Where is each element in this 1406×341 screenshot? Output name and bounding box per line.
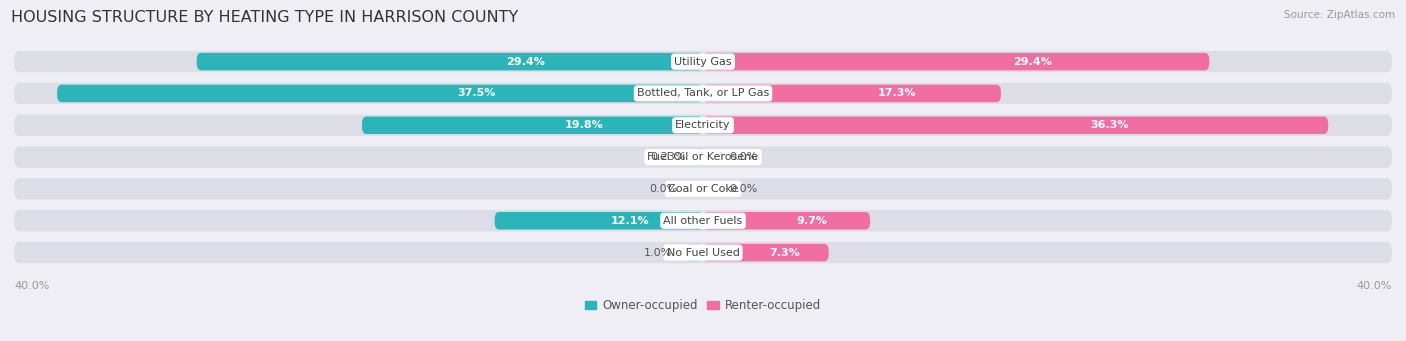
FancyBboxPatch shape (58, 85, 703, 102)
Text: 0.0%: 0.0% (650, 184, 678, 194)
Text: Fuel Oil or Kerosene: Fuel Oil or Kerosene (647, 152, 759, 162)
Text: 17.3%: 17.3% (877, 88, 915, 99)
FancyBboxPatch shape (703, 53, 1209, 70)
FancyBboxPatch shape (14, 210, 1392, 232)
Text: 40.0%: 40.0% (1357, 281, 1392, 291)
FancyBboxPatch shape (703, 212, 870, 229)
FancyBboxPatch shape (14, 115, 1392, 136)
Text: Bottled, Tank, or LP Gas: Bottled, Tank, or LP Gas (637, 88, 769, 99)
FancyBboxPatch shape (703, 85, 1001, 102)
Text: Source: ZipAtlas.com: Source: ZipAtlas.com (1284, 10, 1395, 20)
Text: 0.0%: 0.0% (728, 184, 756, 194)
FancyBboxPatch shape (703, 244, 828, 261)
FancyBboxPatch shape (703, 117, 1329, 134)
Text: 7.3%: 7.3% (769, 248, 800, 257)
FancyBboxPatch shape (699, 148, 703, 166)
FancyBboxPatch shape (686, 244, 703, 261)
FancyBboxPatch shape (14, 146, 1392, 168)
Text: 37.5%: 37.5% (458, 88, 496, 99)
FancyBboxPatch shape (495, 212, 703, 229)
FancyBboxPatch shape (14, 242, 1392, 263)
Text: 36.3%: 36.3% (1090, 120, 1129, 130)
FancyBboxPatch shape (14, 83, 1392, 104)
FancyBboxPatch shape (14, 51, 1392, 72)
FancyBboxPatch shape (361, 117, 703, 134)
FancyBboxPatch shape (197, 53, 703, 70)
Text: All other Fuels: All other Fuels (664, 216, 742, 226)
Legend: Owner-occupied, Renter-occupied: Owner-occupied, Renter-occupied (579, 294, 827, 317)
Text: 29.4%: 29.4% (1012, 57, 1052, 66)
Text: Electricity: Electricity (675, 120, 731, 130)
Text: 0.0%: 0.0% (728, 152, 756, 162)
Text: No Fuel Used: No Fuel Used (666, 248, 740, 257)
Text: 0.23%: 0.23% (650, 152, 685, 162)
Text: 12.1%: 12.1% (610, 216, 650, 226)
Text: 9.7%: 9.7% (796, 216, 827, 226)
Text: 19.8%: 19.8% (564, 120, 603, 130)
Text: Utility Gas: Utility Gas (675, 57, 731, 66)
FancyBboxPatch shape (14, 178, 1392, 199)
Text: 1.0%: 1.0% (644, 248, 672, 257)
Text: Coal or Coke: Coal or Coke (668, 184, 738, 194)
Text: 40.0%: 40.0% (14, 281, 49, 291)
Text: 29.4%: 29.4% (506, 57, 546, 66)
Text: HOUSING STRUCTURE BY HEATING TYPE IN HARRISON COUNTY: HOUSING STRUCTURE BY HEATING TYPE IN HAR… (11, 10, 519, 25)
